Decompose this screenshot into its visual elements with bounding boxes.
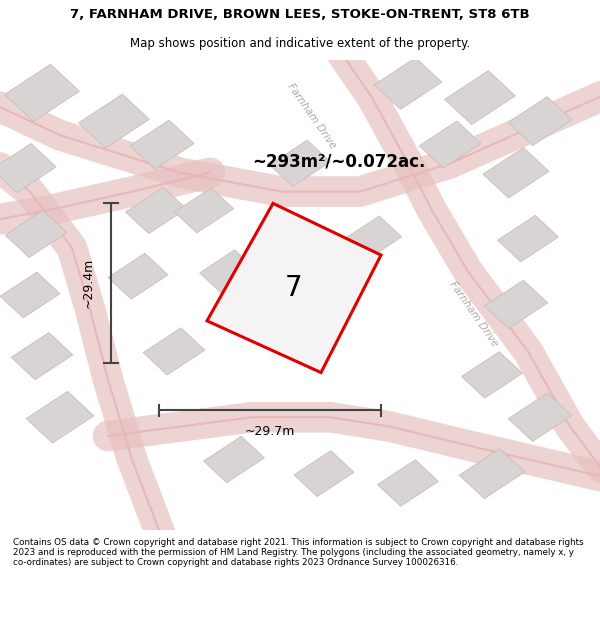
Text: Map shows position and indicative extent of the property.: Map shows position and indicative extent… [130, 37, 470, 50]
Text: ~29.4m: ~29.4m [82, 258, 95, 308]
Polygon shape [26, 391, 94, 443]
Polygon shape [497, 216, 559, 262]
Polygon shape [484, 280, 548, 329]
Text: Contains OS data © Crown copyright and database right 2021. This information is : Contains OS data © Crown copyright and d… [13, 538, 584, 568]
Text: 7, FARNHAM DRIVE, BROWN LEES, STOKE-ON-TRENT, ST8 6TB: 7, FARNHAM DRIVE, BROWN LEES, STOKE-ON-T… [70, 9, 530, 21]
Polygon shape [0, 272, 60, 318]
Polygon shape [508, 97, 572, 146]
Polygon shape [5, 64, 79, 121]
Polygon shape [143, 328, 205, 375]
Polygon shape [374, 58, 442, 109]
Text: ~29.7m: ~29.7m [245, 425, 295, 438]
Polygon shape [419, 121, 481, 168]
Polygon shape [343, 216, 401, 261]
Polygon shape [445, 71, 515, 124]
Polygon shape [11, 332, 73, 379]
Text: 7: 7 [285, 274, 303, 302]
Text: Farnham Drive: Farnham Drive [286, 82, 338, 151]
Polygon shape [483, 148, 549, 198]
Polygon shape [5, 211, 67, 258]
Polygon shape [130, 120, 194, 169]
Polygon shape [508, 393, 572, 441]
Text: Farnham Drive: Farnham Drive [448, 279, 500, 348]
Polygon shape [125, 188, 187, 234]
Polygon shape [0, 144, 56, 192]
Polygon shape [294, 451, 354, 496]
Polygon shape [79, 94, 149, 148]
Text: ~293m²/~0.072ac.: ~293m²/~0.072ac. [252, 152, 425, 170]
Polygon shape [108, 253, 168, 299]
Polygon shape [295, 282, 353, 326]
Polygon shape [200, 250, 256, 293]
Polygon shape [461, 352, 523, 398]
Polygon shape [269, 140, 331, 187]
Polygon shape [459, 449, 525, 499]
Polygon shape [203, 436, 265, 482]
Polygon shape [175, 188, 233, 233]
Polygon shape [207, 203, 381, 372]
Polygon shape [377, 460, 439, 506]
